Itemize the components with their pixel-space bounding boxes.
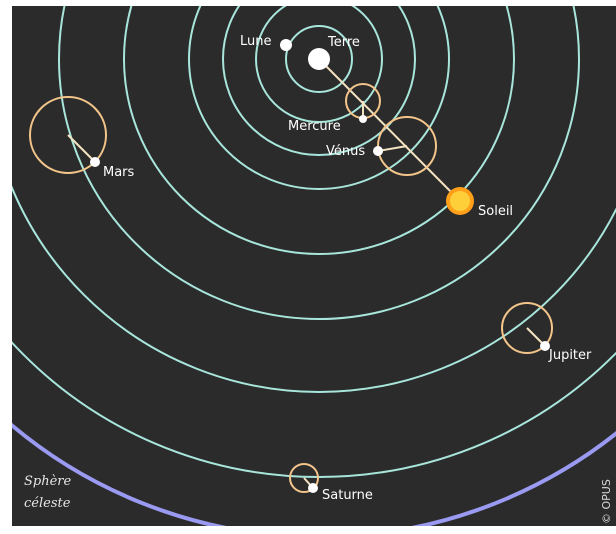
saturn-orbit [12,341,616,478]
mercury-orbit [255,6,383,123]
geocentric-diagram: Lune Terre Mercure Vénus Soleil Mars Jup… [12,6,616,526]
earth-label: Terre [327,35,360,50]
earth-body [308,48,330,70]
saturn-epicycle [289,463,319,493]
sun-orbit [188,6,450,190]
celestial-sphere-label-line1: Sphère [24,474,72,489]
jupiter-label: Jupiter [548,348,592,363]
moon-orbit [285,25,353,93]
jupiter-orbit [58,6,580,320]
epicycles [29,83,553,493]
mars-radius [67,134,96,163]
inner-orbit-6 [12,185,616,393]
mercury-label: Mercure [288,119,341,134]
venus-orbit [222,6,416,156]
mars-label: Mars [103,165,135,180]
jupiter-body [540,341,550,351]
moon-body [280,39,292,51]
mars-body [90,157,100,167]
deferent-orbits [12,6,616,478]
sun-alignment-line [318,58,461,202]
celestial-sphere-label-line2: céleste [24,496,71,511]
saturn-body [308,483,318,493]
sun-label: Soleil [478,204,513,219]
venus-body [373,146,383,156]
copyright-notice: © OPUS [600,479,613,524]
mercury-body [359,115,367,123]
saturn-label: Saturne [322,488,373,503]
sun-body [450,191,470,211]
mars-orbit [123,6,515,255]
moon-label: Lune [240,34,272,49]
venus-label: Vénus [326,144,365,159]
diagram-canvas: Lune Terre Mercure Vénus Soleil Mars Jup… [12,6,616,526]
mars-epicycle [29,96,107,174]
jupiter-epicycle [501,302,553,354]
diagram-background [12,6,616,526]
